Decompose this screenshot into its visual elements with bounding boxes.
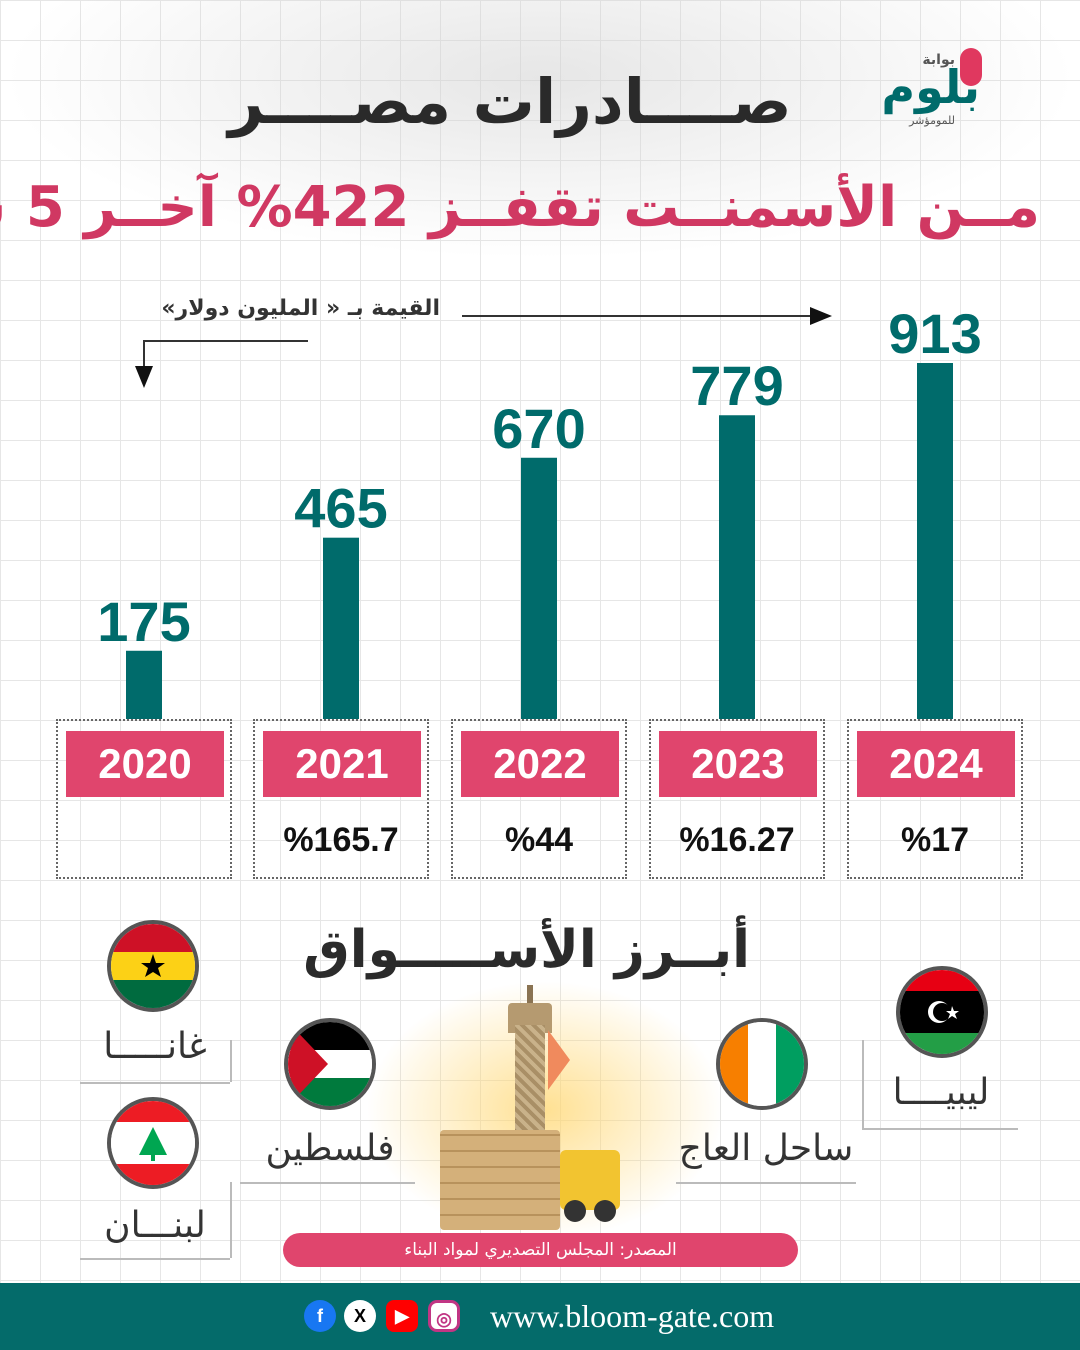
logo-main-text: بلوم — [881, 60, 980, 114]
logo-sub-text: للمومؤشر — [909, 114, 955, 127]
unit-line-left — [143, 340, 308, 342]
bloom-logo: بوابة بلوم للمومؤشر — [860, 48, 1010, 138]
divider — [240, 1182, 415, 1184]
unit-vline-left — [143, 340, 145, 368]
unit-line-right — [462, 315, 812, 317]
forklift-illustration — [560, 1150, 620, 1222]
value-label-2023: 779 — [690, 354, 783, 417]
logo-dot — [960, 48, 982, 86]
year-label: 2023 — [659, 731, 817, 797]
divider — [676, 1182, 856, 1184]
youtube-icon[interactable]: ▶ — [386, 1300, 418, 1332]
value-label-2021: 465 — [294, 477, 387, 540]
palestine-flag-icon — [284, 1018, 376, 1110]
libya-flag-icon — [896, 966, 988, 1058]
year-card-2022: 2022 %44 — [451, 719, 627, 879]
unit-note: القيمة بـ « المليون دولار» — [161, 296, 440, 321]
bar-2023 — [719, 415, 755, 719]
year-card-2024: 2024 %17 — [847, 719, 1023, 879]
tower-flag — [548, 1030, 570, 1090]
instagram-icon[interactable]: ◎ — [428, 1300, 460, 1332]
value-label-2024: 913 — [888, 302, 981, 365]
year-label: 2021 — [263, 731, 421, 797]
year-label: 2024 — [857, 731, 1015, 797]
forklift-wheel — [564, 1200, 586, 1222]
footer-bar — [0, 1283, 1080, 1350]
divider — [862, 1040, 864, 1128]
country-label-libya: ليبيــــا — [892, 1072, 990, 1113]
bar-2021 — [323, 537, 359, 719]
value-label-2022: 670 — [492, 397, 585, 460]
country-label-ivory-coast: ساحل العاج — [678, 1128, 854, 1169]
divider — [862, 1128, 1018, 1130]
divider — [80, 1082, 230, 1084]
bar-chart: 175 465 670 779 913 — [97, 302, 982, 719]
arrow-down-icon — [135, 366, 153, 388]
divider — [80, 1258, 230, 1260]
bar-2020 — [126, 650, 162, 719]
year-label: 2022 — [461, 731, 619, 797]
cement-bags-illustration — [440, 1130, 560, 1230]
divider — [230, 1040, 232, 1082]
year-card-2020: 2020 — [56, 719, 232, 879]
year-card-2023: 2023 %16.27 — [649, 719, 825, 879]
year-card-2021: 2021 %165.7 — [253, 719, 429, 879]
country-label-palestine: فلسطين — [265, 1128, 395, 1169]
country-label-lebanon: لبنـــان — [104, 1205, 206, 1246]
facebook-icon[interactable]: f — [304, 1300, 336, 1332]
lebanon-flag-icon — [107, 1097, 199, 1189]
growth-label: %16.27 — [679, 821, 795, 859]
tower-spire — [527, 985, 533, 1005]
growth-label: %44 — [504, 821, 574, 859]
source-note: المصدر: المجلس التصديري لمواد البناء — [283, 1233, 798, 1267]
x-icon[interactable]: X — [344, 1300, 376, 1332]
logo-top-text: بوابة — [922, 52, 955, 68]
arrow-right-icon — [810, 307, 832, 325]
bar-2022 — [521, 457, 557, 719]
website-link[interactable]: www.bloom-gate.com — [490, 1298, 775, 1334]
background-fade — [0, 0, 1080, 260]
divider — [230, 1182, 232, 1258]
title-line-2: مــن الأسمنــت تقفــز 422% آخــر 5 سنوات — [0, 175, 1040, 240]
country-label-ghana: غانـــــا — [103, 1026, 207, 1067]
markets-title: أبــرز الأســـــواق — [303, 920, 750, 980]
growth-label: %17 — [900, 821, 970, 859]
growth-label: %165.7 — [283, 821, 399, 859]
value-label-2020: 175 — [97, 590, 190, 653]
ivory-coast-flag-icon — [716, 1018, 808, 1110]
ghana-flag-icon — [107, 920, 199, 1012]
forklift-wheel — [594, 1200, 616, 1222]
year-label: 2020 — [66, 731, 224, 797]
bar-2024 — [917, 363, 953, 719]
title-line-1: صــــادرات مصــــر — [228, 65, 792, 138]
